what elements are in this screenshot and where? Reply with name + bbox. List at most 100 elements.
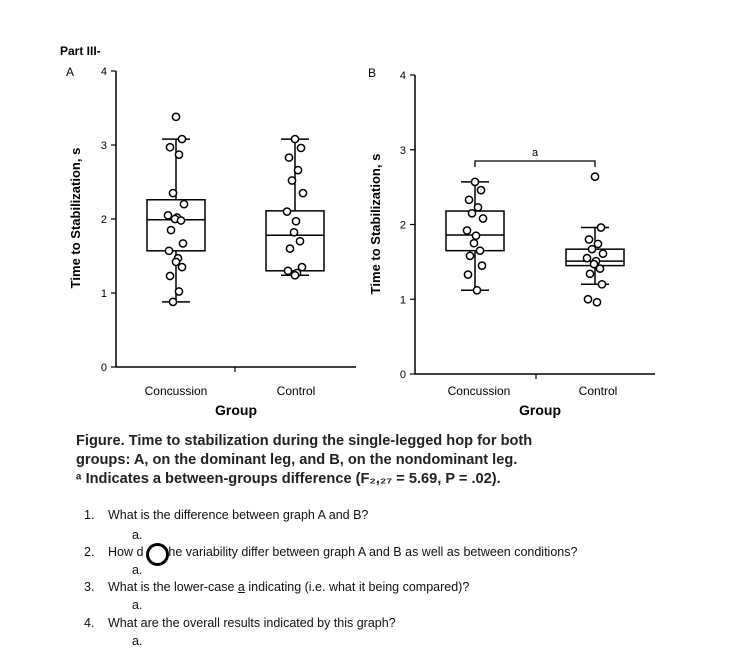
figure-caption: Figure. Time to stabilization during the…: [76, 432, 636, 489]
panel-a-control-data-point: [285, 244, 295, 253]
question-3-text-start: What is the lower-case: [108, 580, 238, 594]
caption-line-2: groups: A, on the dominant leg, and B, o…: [76, 452, 518, 468]
question-2: 2. How d the variability differ between …: [84, 545, 577, 559]
panel-b-ytick-label: 1: [400, 294, 406, 306]
panel-b-concussion-data-point: [471, 231, 481, 241]
panel-b-concussion-data-point: [467, 208, 477, 218]
panel-a-concussion-data-point: [171, 112, 181, 122]
panel-a-control-data-point: [296, 143, 306, 153]
panel-b-control-data-point: [582, 253, 592, 263]
panel-b-concussion-data-point: [473, 202, 483, 212]
panel-b-concussion-data-point: [477, 261, 487, 270]
panel-a-xtick-control: Control: [277, 384, 316, 398]
panel-a-ytick-label: 1: [101, 288, 107, 300]
part-title: Part III-: [60, 44, 101, 58]
panel-b-control-data-point: [587, 244, 597, 254]
panel-a-xlabel: Group: [215, 402, 257, 418]
panel-a-concussion-data-point: [166, 225, 176, 235]
panel-a-concussion-data-point: [163, 210, 173, 220]
figure-charts: Part III- A Time to Stabilization, s Con…: [60, 44, 655, 418]
panel-a-concussion-data-point: [168, 297, 178, 307]
panel-a-ytick-label: 3: [101, 140, 107, 152]
panel-a-concussion-data-point: [164, 246, 174, 256]
question-4: 4. What are the overall results indicate…: [84, 616, 396, 630]
question-2-text-start: How d: [108, 545, 144, 559]
panel-b-concussion-data-point: [462, 226, 472, 235]
panel-b-concussion-data-point: [475, 246, 485, 256]
question-3-text-end: indicating (i.e. what it being compared)…: [244, 580, 470, 594]
panel-a-ytick-label: 2: [101, 214, 107, 226]
panel-b-control-data-point: [590, 172, 600, 182]
panel-a-concussion-box: [146, 199, 206, 252]
panel-b-ytick-label: 3: [400, 145, 406, 157]
panel-a-control-data-point: [297, 262, 307, 272]
panel-b-label: B: [368, 66, 376, 80]
panel-b-concussion-data-point: [478, 214, 488, 223]
caption-line-3: ᵃ Indicates a between-groups difference …: [76, 471, 501, 487]
question-3-underlined-a: a: [237, 580, 245, 594]
panel-b-control-data-point: [585, 269, 595, 279]
panel-a-concussion-data-point: [165, 142, 175, 152]
panel-b-control-data-point: [583, 294, 593, 304]
panel-b-concussion-data-point: [469, 238, 479, 248]
question-2-text-end: the variability differ between graph A a…: [161, 545, 578, 559]
panel-a-label: A: [66, 65, 74, 79]
panel-b-control-data-point: [597, 279, 607, 289]
panel-a-xtick-concussion: Concussion: [145, 384, 208, 398]
question-4-answer-label: a.: [132, 634, 143, 648]
question-1-answer-label: a.: [132, 528, 143, 542]
question-3-answer-label: a.: [132, 598, 143, 612]
panel-a-concussion-data-point: [177, 134, 187, 144]
panel-b-control-data-point: [584, 235, 594, 244]
panel-b-xtick-concussion: Concussion: [448, 384, 511, 398]
question-4-text: What are the overall results indicated b…: [108, 616, 396, 630]
panel-a-concussion-data-point: [165, 271, 175, 281]
panel-b-control-data-point: [596, 223, 606, 232]
panel-b-control-data-point: [595, 264, 605, 273]
panel-a-control-data-point: [291, 216, 301, 226]
panel-b-xlabel: Group: [519, 402, 561, 418]
panel-a-concussion-data-point: [171, 257, 181, 267]
panel-b-concussion-data-point: [472, 285, 482, 295]
panel-b-control-data-point: [593, 239, 603, 249]
panel-b-ylabel: Time to Stabilization, s: [368, 154, 383, 295]
panel-b-concussion-data-point: [476, 185, 486, 195]
panel-a-control-data-point: [284, 153, 294, 162]
question-2-number: 2.: [84, 545, 95, 559]
panel-a: A Time to Stabilization, s Concussion Co…: [66, 65, 356, 418]
panel-a-concussion-data-point: [177, 262, 187, 272]
panel-b-concussion-data-point: [465, 251, 475, 261]
question-4-number: 4.: [84, 616, 95, 630]
cursor-ring-icon: [146, 543, 169, 566]
significance-bracket: [474, 160, 596, 167]
panel-b-xtick-control: Control: [579, 384, 618, 398]
panel-a-control-data-point: [295, 236, 305, 246]
panel-b-ytick-label: 0: [400, 369, 406, 381]
panel-a-ytick-label: 4: [101, 66, 107, 78]
panel-a-control-data-point: [287, 176, 297, 185]
panel-b-ytick-label: 2: [400, 220, 406, 232]
panel-a-control-data-point: [290, 270, 300, 280]
panel-a-control-data-point: [293, 165, 303, 175]
panel-b-control-data-point: [598, 249, 608, 259]
panel-a-control-data-point: [290, 134, 300, 144]
panel-a-control-data-point: [283, 266, 293, 276]
panel-b-control-data-point: [592, 297, 602, 307]
question-3: 3. What is the lower-case a indicating (…: [84, 580, 469, 594]
panel-a-control-data-point: [282, 207, 292, 216]
question-1-number: 1.: [84, 508, 95, 522]
question-2-answer-label: a.: [132, 563, 143, 577]
panel-a-ytick-label: 0: [101, 362, 107, 374]
panel-a-control-data-point: [298, 188, 308, 198]
panel-a-control-data-point: [289, 227, 299, 237]
panel-a-concussion-data-point: [178, 239, 188, 248]
caption-line-1: Figure. Time to stabilization during the…: [76, 433, 533, 449]
panel-a-concussion-data-point: [174, 150, 184, 159]
panel-a-concussion-data-point: [174, 287, 184, 296]
question-1: 1. What is the difference between graph …: [84, 508, 368, 522]
panel-b-concussion-data-point: [463, 270, 473, 279]
significance-label: a: [532, 147, 539, 159]
question-3-number: 3.: [84, 580, 95, 594]
panel-b: B Time to Stabilization, s Concussion Co…: [368, 66, 655, 418]
panel-b-control-data-point: [589, 259, 599, 269]
